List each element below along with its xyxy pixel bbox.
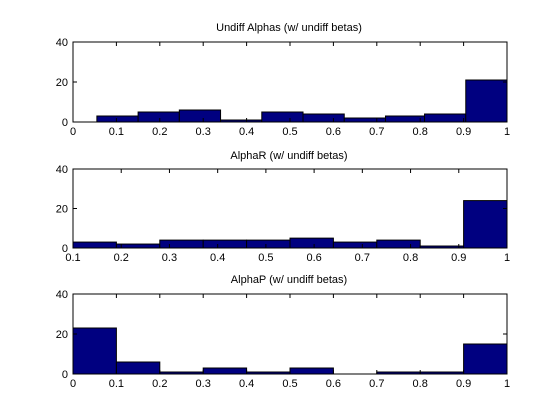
histogram-bar-8 <box>384 115 426 123</box>
x-tick-label: 0.5 <box>282 378 297 390</box>
x-tick-label: 0.8 <box>413 378 428 390</box>
x-tick-label: 0.1 <box>109 378 124 390</box>
histogram-bar-10 <box>463 200 508 249</box>
panel-undiff-alphas: Undiff Alphas (w/ undiff betas) 0 0.1 0.2 0… <box>56 22 510 138</box>
histogram-bar-10 <box>465 79 508 123</box>
panel-title: AlphaR (w/ undiff betas) <box>230 150 347 162</box>
x-tick-label: 1 <box>504 252 510 264</box>
x-tick-label: 0.2 <box>152 126 167 138</box>
x-tick-label: 0.5 <box>282 126 297 138</box>
y-tick-label: 0 <box>62 243 68 255</box>
x-tick-label: 0.6 <box>326 378 341 390</box>
histogram-bar-4 <box>220 119 263 123</box>
x-tick-label: 0.1 <box>109 126 124 138</box>
histogram-bar-1 <box>72 241 117 249</box>
histogram-bar-4 <box>202 367 248 375</box>
x-tick-label: 0.6 <box>306 252 321 264</box>
panel-title: Undiff Alphas (w/ undiff betas) <box>216 22 362 34</box>
x-tick-label: 0.3 <box>162 252 177 264</box>
panel-title: AlphaP (w/ undiff betas) <box>231 274 347 286</box>
panel-alphap: AlphaP (w/ undiff betas) 0 0.1 0.2 0.3 0.4 0.… <box>56 274 510 390</box>
x-tick-label: 0.8 <box>403 252 418 264</box>
x-tick-label: 0.3 <box>196 126 211 138</box>
x-tick-label: 1 <box>504 378 510 390</box>
histogram-bar-1 <box>96 115 139 123</box>
histogram-bar-6 <box>289 237 334 249</box>
x-tick-label: 0.4 <box>210 252 225 264</box>
x-tick-label: 0.5 <box>258 252 273 264</box>
x-tick-label: 0.8 <box>413 126 428 138</box>
x-tick-label: 0.6 <box>326 126 341 138</box>
x-tick-label: 0.7 <box>369 126 384 138</box>
x-tick-label: 0.9 <box>451 252 466 264</box>
axes-box <box>72 293 508 375</box>
histogram-bar-4 <box>202 239 248 249</box>
x-tick-label: 0.9 <box>456 378 471 390</box>
histogram-bar-2 <box>137 111 180 123</box>
histogram-bar-9 <box>424 113 467 123</box>
x-tick-label: 0.1 <box>65 252 80 264</box>
y-tick-label: 20 <box>56 77 68 89</box>
histogram-bar-9 <box>419 245 465 249</box>
x-tick-label: 0 <box>70 126 76 138</box>
panel-alphar: AlphaR (w/ undiff betas) 0.1 0.2 0.3 0.4 0.5… <box>56 150 510 264</box>
axes-box <box>72 168 508 249</box>
y-tick-label: 40 <box>56 164 68 176</box>
x-tick-label: 0.2 <box>114 252 129 264</box>
histogram-bar-2 <box>115 361 161 375</box>
histogram-bar-7 <box>343 117 386 123</box>
histogram-bar-7 <box>332 241 378 249</box>
x-tick-label: 0 <box>70 378 76 390</box>
histogram-bar-9 <box>419 371 465 375</box>
y-tick-label: 0 <box>62 117 68 129</box>
histogram-bar-5 <box>246 239 291 249</box>
x-tick-label: 0.4 <box>239 126 254 138</box>
x-tick-label: 0.7 <box>369 378 384 390</box>
histogram-bar-1 <box>72 327 117 375</box>
histogram-bar-8 <box>376 239 421 249</box>
y-tick-label: 40 <box>56 289 68 301</box>
histogram-bar-3 <box>159 371 204 375</box>
histogram-bar-10 <box>463 343 508 375</box>
y-tick-label: 20 <box>56 204 68 216</box>
x-tick-label: 1 <box>504 126 510 138</box>
x-tick-label: 0.7 <box>355 252 370 264</box>
y-tick-label: 20 <box>56 329 68 341</box>
histogram-bar-6 <box>289 367 334 375</box>
x-tick-label: 0.3 <box>196 378 211 390</box>
histogram-bar-5 <box>246 371 291 375</box>
x-tick-label: 0.2 <box>152 378 167 390</box>
x-tick-label: 0.9 <box>456 126 471 138</box>
histogram-bar-6 <box>302 113 345 123</box>
axes-box <box>72 41 508 123</box>
histogram-bar-3 <box>159 239 204 249</box>
y-tick-label: 40 <box>56 37 68 49</box>
histogram-bar-8 <box>376 371 421 375</box>
histogram-bar-5 <box>261 111 304 123</box>
y-tick-label: 0 <box>62 369 68 381</box>
histogram-bar-2 <box>115 243 161 249</box>
x-tick-label: 0.4 <box>239 378 254 390</box>
histogram-bar-3 <box>178 109 222 123</box>
